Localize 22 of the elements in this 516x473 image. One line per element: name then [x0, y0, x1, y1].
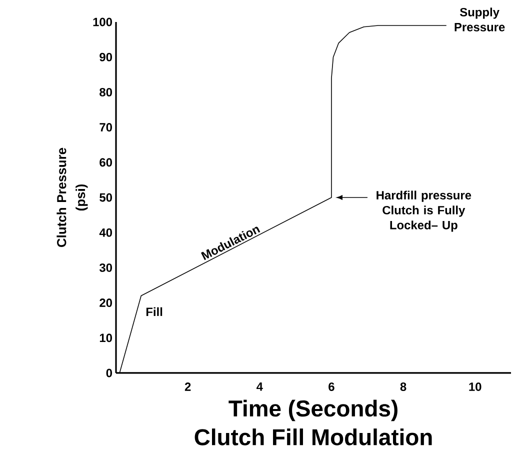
y-tick-label: 50: [100, 193, 112, 202]
y-tick-label: 90: [100, 52, 112, 62]
x-tick-label: 8: [400, 382, 406, 391]
y-tick-label: 60: [100, 158, 112, 167]
x-tick-label: 10: [469, 382, 482, 391]
y-tick-label: 70: [100, 123, 112, 132]
annotation: Hardfill pressure Clutch is Fully Locked– Up: [376, 190, 472, 232]
y-tick-label: 10: [100, 334, 112, 342]
x-tick-label: 6: [328, 382, 334, 391]
y-tick-label: 40: [99, 228, 112, 237]
y-tick-label: 100: [93, 18, 112, 26]
y-tick-label: 0: [106, 368, 112, 378]
y-tick-label: 30: [99, 263, 112, 272]
annotation: Fill: [146, 307, 162, 316]
x-axis-title: Time (Seconds): [228, 400, 398, 422]
x-tick-label: 4: [256, 382, 263, 391]
y-tick-label: 80: [100, 88, 112, 96]
annotation: Supply Pressure: [454, 8, 505, 32]
x-tick-label: 2: [184, 382, 191, 391]
y-tick-label: 20: [100, 298, 112, 308]
y-axis-title: Clutch Pressure (psi): [56, 148, 88, 247]
text: Clutch Fill Modulation: [194, 428, 432, 446]
